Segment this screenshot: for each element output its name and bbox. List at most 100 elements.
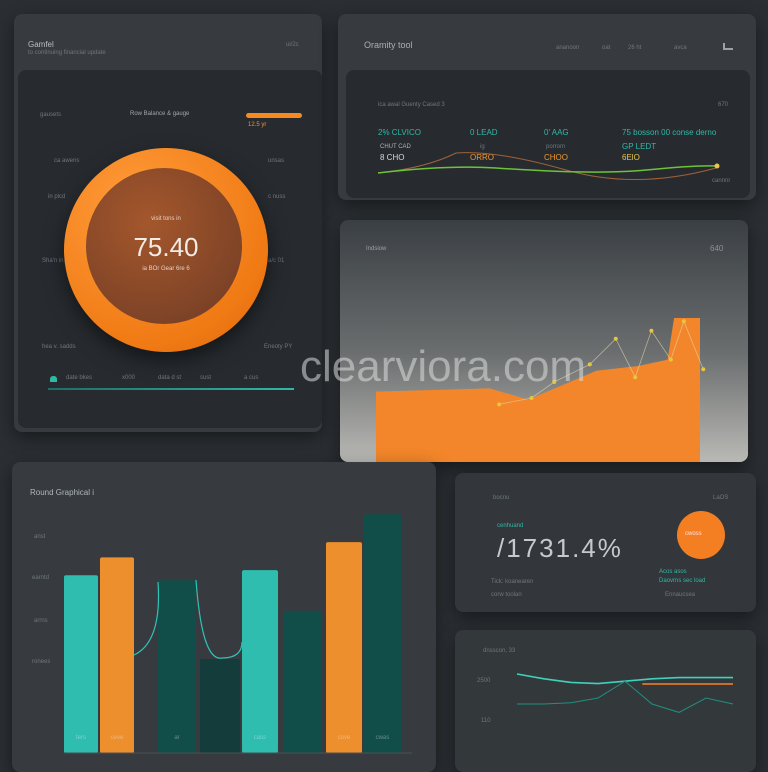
side-label: ca awens: [54, 158, 80, 164]
series-line: [517, 680, 734, 713]
bar: [326, 542, 362, 753]
y-tick: 2500: [477, 678, 491, 684]
sparkline-orange: [377, 152, 717, 181]
gauge-value: 75.40: [133, 232, 199, 262]
bar-label: ters: [76, 735, 86, 741]
stat-top: 0' AAG: [544, 128, 569, 137]
data-point: [497, 402, 502, 407]
series-line: [499, 320, 704, 405]
bar-label: cove: [338, 735, 351, 741]
corner: 670: [718, 102, 729, 108]
stat-label: ig: [480, 144, 485, 150]
gauge-center: [86, 168, 242, 324]
data-point: [587, 362, 592, 367]
y-tick: ronees: [32, 659, 51, 665]
stat-value: ORRO: [470, 153, 494, 162]
kpi-badge-label: cwoss: [685, 531, 702, 537]
bar: [364, 514, 401, 753]
panel-title: bocnu: [493, 495, 510, 501]
stat-top: 75 bosson 00 conse derno: [622, 128, 717, 137]
data-point: [681, 319, 686, 324]
y-tick: anst: [34, 534, 46, 540]
sparkline-chart: [377, 152, 720, 181]
data-point: [649, 328, 654, 333]
data-point: [701, 367, 706, 372]
note: Ennaucsea: [665, 592, 696, 598]
stat-value: 8 CHO: [380, 153, 405, 162]
bar: [158, 580, 196, 753]
series-line: [516, 673, 733, 685]
bar: [100, 557, 134, 753]
stat-label: CHUT CAD: [380, 144, 411, 150]
y-tick: arrns: [34, 618, 48, 624]
side-label: Sha'n in atch: [42, 258, 77, 264]
tab[interactable]: oat: [602, 45, 611, 51]
data-point: [633, 375, 638, 380]
gauge-sub: ia BOr Gear 6re 6: [142, 266, 190, 272]
kpi-badge[interactable]: [677, 511, 725, 559]
note: Acos asos: [659, 569, 687, 575]
bar: [200, 659, 240, 753]
footnote: cannnr: [712, 178, 731, 184]
side-label: hea v. sadds: [42, 344, 76, 350]
gauge-ring: visit tons in 75.40 ia BOr Gear 6re 6: [64, 148, 268, 352]
data-point: [668, 357, 673, 362]
panel-corner: LaOS: [713, 495, 729, 501]
header-right: 12.5 yr: [248, 122, 267, 128]
tab[interactable]: 26 ht: [628, 45, 642, 51]
footer-item: data d st: [158, 375, 182, 381]
stat-top: 0 LEAD: [470, 128, 498, 137]
tab[interactable]: ananoon: [556, 45, 580, 51]
bar-chart: ters ceve ar cass cove cwas: [64, 514, 412, 754]
stat-label: porrom: [546, 144, 566, 150]
info-icon: [50, 376, 57, 382]
panel-title: Round Graphical i: [30, 488, 95, 497]
bar-chart-panel: Round Graphical i anst earntd arrns rone…: [12, 462, 436, 772]
summary-panel: Oramity tool ananoon oat 26 ht avca ica …: [338, 14, 756, 200]
kpi-panel: bocnu LaOS cenhuand /1731.4% cwoss Tick:…: [455, 473, 756, 612]
bar: [242, 570, 278, 753]
data-point: [529, 396, 534, 400]
area-chart-panel: Indsiow 640: [340, 220, 748, 462]
sparkline-end-dot: [714, 163, 720, 169]
stat-label: GP LEDT: [622, 142, 657, 151]
footer-item: x000: [122, 375, 136, 381]
panel-corner[interactable]: ui/2c: [286, 42, 299, 48]
progress-bar: [246, 113, 302, 118]
footer-item: sust: [200, 375, 212, 381]
panel-subtitle: to continuing financial update: [28, 50, 106, 56]
trend-label: cenhuand: [497, 523, 524, 529]
gauge-label: visit tons in: [151, 216, 181, 222]
caption: ica awal Guenty Cased 3: [378, 102, 445, 108]
panel-title: dnsscon, 33: [483, 648, 516, 654]
gauge-panel: Gamfel to continuing financial update ui…: [14, 14, 322, 432]
summary-inner: ica awal Guenty Cased 3 670 2% CLVICO CH…: [346, 70, 750, 198]
trend-curve: [133, 579, 243, 659]
footer-track: [48, 388, 294, 390]
area-chart: [376, 318, 706, 462]
y-tick: earntd: [32, 575, 50, 581]
footer-item: date bkes: [66, 375, 93, 381]
kpi-value: /1731.4%: [497, 533, 623, 563]
panel-title: Gamfel: [28, 40, 54, 49]
footer-item: a cus: [244, 375, 259, 381]
bar: [64, 575, 98, 753]
note: Tick: koanearen: [491, 579, 534, 585]
line-chart: [516, 673, 734, 713]
y-tick: 110: [481, 718, 491, 724]
side-label: Eneoty PY: [264, 344, 293, 350]
tab[interactable]: avca: [674, 45, 687, 51]
bar-label: ceve: [111, 735, 124, 741]
sparkline-green: [377, 165, 717, 174]
panel-corner: 640: [710, 244, 724, 253]
data-point: [552, 380, 557, 384]
side-label: a/c 01: [268, 258, 285, 264]
bar-label: cwas: [376, 735, 390, 741]
note: Daovrns sec load: [659, 578, 706, 584]
stat-value: CHOO: [544, 153, 568, 162]
area-fill: [376, 318, 700, 462]
menu-icon[interactable]: [723, 43, 733, 50]
panel-title: Oramity tool: [364, 40, 413, 50]
bar: [284, 610, 322, 753]
bar-label: cass: [254, 735, 266, 741]
